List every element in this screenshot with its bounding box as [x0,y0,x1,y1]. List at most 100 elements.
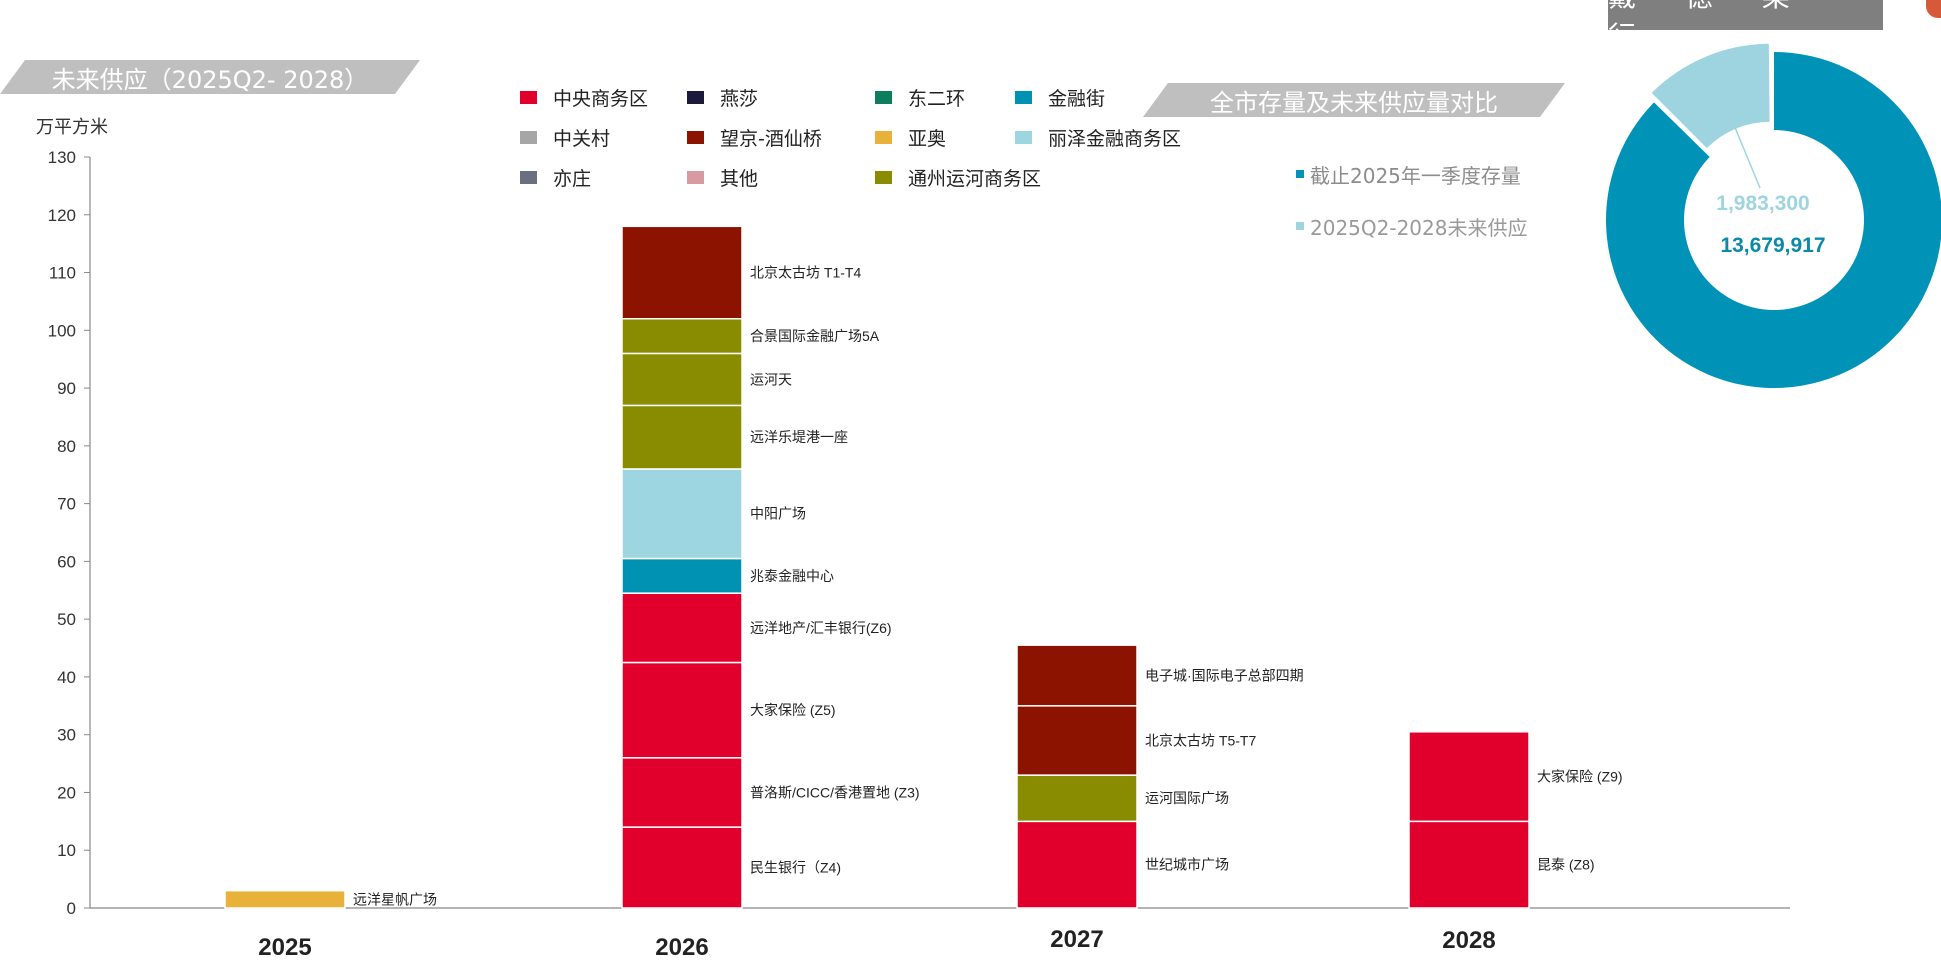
bar-segment-label: 北京太古坊 T5-T7 [1145,732,1256,748]
brand-logo: 戴 德 梁 行 [1608,0,1883,53]
legend-label: 东二环 [908,88,966,110]
legend-swatch-icon [687,91,704,104]
y-tick-label: 40 [57,668,76,687]
bar-segment-label: 世纪城市广场 [1145,857,1229,873]
bar-segment-label: 远洋乐堤港一座 [750,429,848,445]
region-legend: 中央商务区 燕莎 东二环 金融街中关村 望京-酒仙桥 亚奥 丽泽金融商务区亦庄 其他 通州运河商… [520,84,1200,204]
y-tick-label: 20 [57,783,76,802]
bar-segment-label: 远洋地产/汇丰银行(Z6) [750,620,892,636]
bar-segment-label: 中阳广场 [750,506,806,522]
donut-value-label: 1,983,300 [1716,192,1809,215]
bar-segment [621,592,743,664]
legend-label: 丽泽金融商务区 [1048,128,1182,150]
legend-item: 亦庄 [520,164,591,191]
donut-slice-future [1651,43,1770,149]
bar-segment [621,757,743,828]
bar-segment [1016,820,1138,909]
legend-item: 燕莎 [687,84,758,111]
bar-segment-label: 运河天 [750,371,792,387]
x-category-label: 2028 [1442,927,1495,954]
bar-segment [1016,705,1138,776]
brand-dot-icon [1926,0,1941,18]
bar-segment [621,557,743,594]
bar-segment [1408,731,1530,823]
bar-segment-label: 兆泰金融中心 [750,568,834,584]
bar-segment [621,468,743,560]
y-tick-label: 70 [57,495,76,514]
legend-item: 望京-酒仙桥 [687,124,822,151]
legend-label: 中关村 [553,128,611,150]
legend-square-icon [1296,170,1304,178]
y-tick-label: 100 [48,321,76,340]
legend-item: 中关村 [520,124,610,151]
donut-legend-label: 截止2025年一季度存量 [1310,163,1521,188]
legend-item: 东二环 [875,84,965,111]
legend-swatch-icon [1015,91,1032,104]
y-tick-label: 30 [57,726,76,745]
bar-segment [621,661,743,759]
donut-legend-label: 2025Q2-2028未来供应 [1310,215,1528,240]
bar-segment [621,826,743,909]
bar-segment-label: 大家保险 (Z5) [750,702,836,718]
bar-segment [224,889,346,909]
bar-segment [1016,644,1138,707]
y-tick-label: 130 [48,148,76,167]
x-category-label: 2026 [655,934,708,961]
comparison-banner: 全市存量及未来供应量对比 [1143,83,1565,117]
legend-swatch-icon [687,171,704,184]
donut-legend: 截止2025年一季度存量 2025Q2-2028未来供应 [1296,148,1527,252]
bar-segment-label: 电子城·国际电子总部四期 [1145,667,1304,683]
legend-label: 金融街 [1048,88,1106,110]
bar-segment [621,225,743,320]
legend-item: 亚奥 [875,124,946,151]
legend-item: 其他 [687,164,758,191]
legend-swatch-icon [875,131,892,144]
bar-segment-label: 远洋星帆广场 [353,891,437,907]
legend-swatch-icon [520,91,537,104]
donut-leader-line [1727,110,1761,189]
bar-segment-label: 北京太古坊 T1-T4 [750,265,861,281]
legend-label: 亚奥 [908,128,947,150]
legend-label: 望京-酒仙桥 [720,128,822,150]
bar-segment [621,318,743,355]
y-axis-unit-label: 万平方米 [36,117,108,138]
y-tick-label: 110 [49,264,76,283]
bar-segment [621,404,743,470]
legend-label: 其他 [720,168,759,190]
bar-segment-label: 大家保险 (Z9) [1537,769,1623,785]
legend-swatch-icon [875,91,892,104]
future-supply-banner: 未来供应（2025Q2- 2028） [0,60,420,94]
legend-label: 中央商务区 [553,88,649,110]
bar-segment-label: 民生银行（Z4) [750,860,841,876]
legend-swatch-icon [520,171,537,184]
legend-label: 燕莎 [720,88,759,110]
y-tick-label: 90 [57,379,76,398]
donut-slice-stock [1606,52,1941,388]
legend-swatch-icon [520,131,537,144]
legend-item: 中央商务区 [520,84,648,111]
legend-swatch-icon [687,131,704,144]
y-tick-label: 10 [57,841,76,860]
donut-value-label: 13,679,917 [1720,234,1825,257]
legend-item: 金融街 [1015,84,1105,111]
x-category-label: 2027 [1050,926,1103,953]
legend-swatch-icon [1015,131,1032,144]
legend-label: 通州运河商务区 [908,168,1042,190]
y-tick-label: 60 [57,552,76,571]
donut-legend-item-future: 2025Q2-2028未来供应 [1296,200,1527,252]
bar-segment-label: 运河国际广场 [1145,790,1229,806]
bar-segment [1408,820,1530,909]
legend-swatch-icon [875,171,892,184]
legend-square-icon [1296,222,1304,230]
legend-item: 丽泽金融商务区 [1015,124,1181,151]
bar-segment-label: 昆泰 (Z8) [1537,857,1595,873]
legend-item: 通州运河商务区 [875,164,1041,191]
bar-segment [621,352,743,407]
y-tick-label: 0 [67,899,76,918]
donut-legend-item-stock: 截止2025年一季度存量 [1296,148,1527,200]
y-tick-label: 80 [57,437,76,456]
bar-segment [1016,774,1138,823]
x-category-label: 2025 [258,934,311,961]
legend-label: 亦庄 [553,168,592,190]
